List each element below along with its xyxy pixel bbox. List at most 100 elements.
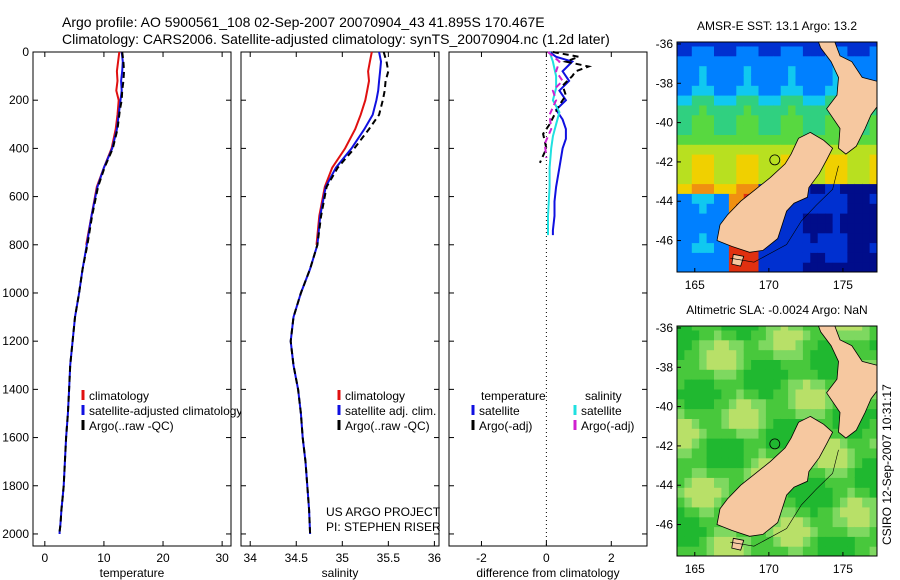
map-cell bbox=[862, 339, 871, 351]
map-cell bbox=[788, 85, 797, 96]
map-cell bbox=[743, 536, 752, 547]
map-cell bbox=[817, 379, 826, 390]
map-cell bbox=[699, 45, 708, 57]
map-cell bbox=[699, 252, 708, 263]
map-cell bbox=[773, 95, 782, 106]
map-cell bbox=[743, 154, 752, 165]
legend-entry: climatology bbox=[345, 389, 405, 403]
map-cell bbox=[706, 526, 715, 537]
map-cell bbox=[684, 369, 693, 380]
map-cell bbox=[706, 193, 715, 204]
map-cell bbox=[714, 546, 722, 556]
map-cell bbox=[854, 349, 863, 360]
map-cell bbox=[699, 516, 708, 528]
map-cell bbox=[788, 526, 797, 537]
map-cell bbox=[825, 546, 834, 556]
map-cell bbox=[869, 497, 877, 508]
map-cell bbox=[854, 65, 863, 76]
legend-entry: satellite-adjusted climatology bbox=[89, 404, 242, 418]
map-cell bbox=[795, 203, 804, 214]
map-cell bbox=[795, 252, 804, 263]
map-cell bbox=[862, 467, 871, 478]
map-cell bbox=[736, 55, 745, 67]
map-cell bbox=[721, 438, 730, 449]
map-cell bbox=[780, 418, 789, 429]
map-cell bbox=[706, 487, 715, 498]
map-cell bbox=[758, 418, 767, 429]
map-cell bbox=[825, 203, 834, 214]
map-cell bbox=[758, 398, 767, 410]
map-cell bbox=[825, 369, 834, 380]
map-cell bbox=[802, 203, 811, 214]
map-cell bbox=[677, 536, 685, 547]
x-tick-label: 34.5 bbox=[285, 551, 309, 565]
map-cell bbox=[751, 45, 760, 57]
map-cell bbox=[840, 154, 848, 165]
map-cell bbox=[869, 42, 877, 47]
map-cell bbox=[714, 42, 722, 47]
map-cell bbox=[825, 232, 834, 244]
map-cell bbox=[780, 75, 789, 86]
map-cell bbox=[847, 339, 856, 351]
map-cell bbox=[751, 536, 760, 547]
map-cell bbox=[802, 124, 811, 135]
map-cell bbox=[751, 163, 760, 175]
map-cell bbox=[869, 173, 877, 185]
map-cell bbox=[825, 85, 834, 96]
map-cell bbox=[810, 506, 819, 518]
map-cell bbox=[788, 326, 797, 331]
map-cell bbox=[802, 95, 811, 106]
map-cell bbox=[714, 203, 722, 214]
map-cell bbox=[840, 173, 848, 185]
map-cell bbox=[714, 526, 722, 537]
map-cell bbox=[714, 438, 722, 449]
map-cell bbox=[699, 262, 708, 272]
map-cell bbox=[854, 457, 863, 469]
map-cell bbox=[751, 408, 760, 419]
map-cell bbox=[721, 329, 730, 341]
map-cell bbox=[736, 418, 745, 429]
map-cell bbox=[847, 163, 856, 175]
map-cell bbox=[743, 457, 752, 469]
map-cell bbox=[721, 134, 730, 145]
map-cell bbox=[684, 183, 693, 194]
y-tick-label: 2000 bbox=[2, 527, 29, 541]
map-cell bbox=[706, 329, 715, 341]
map-cell bbox=[736, 457, 745, 469]
map-cell bbox=[743, 114, 752, 126]
series-line-salinity-satellite bbox=[547, 51, 561, 236]
map-cell bbox=[765, 242, 774, 253]
temperature-profile-plot: 0 10 20 30 0 200 400 600 800 1000 1200 1400 1600 1800… bbox=[2, 45, 242, 580]
map-cell bbox=[869, 232, 877, 244]
map-cell bbox=[691, 144, 700, 155]
map-cell bbox=[817, 497, 826, 508]
map-cell bbox=[721, 65, 730, 76]
map-cell bbox=[773, 45, 782, 57]
map-cell bbox=[699, 326, 708, 331]
map-cell bbox=[758, 42, 767, 47]
map-cell bbox=[684, 349, 693, 360]
map-cell bbox=[677, 262, 685, 272]
map-cell bbox=[699, 349, 708, 360]
map-cell bbox=[817, 242, 826, 253]
map-cell bbox=[788, 536, 797, 547]
map-cell bbox=[832, 326, 841, 331]
map-cell bbox=[832, 477, 841, 488]
map-cell bbox=[825, 438, 834, 449]
x-tick-label: 170 bbox=[759, 562, 779, 576]
map-cell bbox=[810, 242, 819, 253]
map-cell bbox=[691, 487, 700, 498]
map-cell bbox=[810, 42, 819, 47]
map-cell bbox=[743, 163, 752, 175]
map-cell bbox=[706, 369, 715, 380]
map-cell bbox=[751, 349, 760, 360]
map-cell bbox=[758, 104, 767, 116]
map-cell bbox=[869, 45, 877, 57]
map-cell bbox=[817, 388, 826, 400]
map-cell bbox=[780, 252, 789, 263]
map-cell bbox=[714, 55, 722, 67]
map-cell bbox=[869, 428, 877, 439]
map-cell bbox=[832, 487, 841, 498]
map-cell bbox=[736, 134, 745, 145]
timestamp-stamp: CSIRO 12-Sep-2007 10:31:17 bbox=[880, 384, 894, 545]
